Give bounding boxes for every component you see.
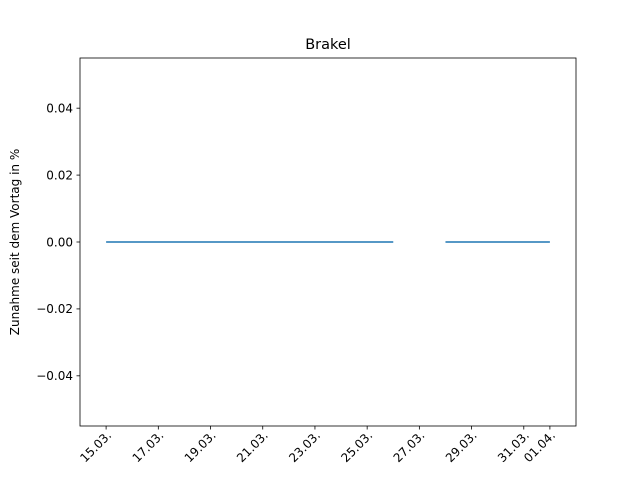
y-axis: 0.04 0.02 0.00 −0.02 −0.04	[36, 101, 80, 383]
x-tick-label: 17.03.	[130, 428, 167, 465]
y-tick-label: 0.02	[46, 168, 73, 182]
x-tick-label: 25.03.	[338, 428, 375, 465]
x-tick-label: 21.03.	[234, 428, 271, 465]
x-tick-label: 29.03.	[443, 428, 480, 465]
plot-area	[79, 57, 577, 427]
y-tick-label: −0.02	[36, 302, 73, 316]
x-tick-label: 19.03.	[182, 428, 219, 465]
x-tick-label: 15.03.	[77, 428, 114, 465]
x-axis: 15.03. 17.03. 19.03. 21.03. 23.03. 25.03. 27.0…	[77, 426, 558, 465]
y-axis-label: Zunahme seit dem Vortag in %	[8, 149, 22, 335]
y-tick-label: −0.04	[36, 369, 73, 383]
y-tick-label: 0.00	[46, 235, 73, 249]
y-tick-label: 0.04	[46, 101, 73, 115]
x-tick-label: 27.03.	[391, 428, 428, 465]
chart-title: Brakel	[305, 37, 351, 53]
x-tick-label: 23.03.	[286, 428, 323, 465]
